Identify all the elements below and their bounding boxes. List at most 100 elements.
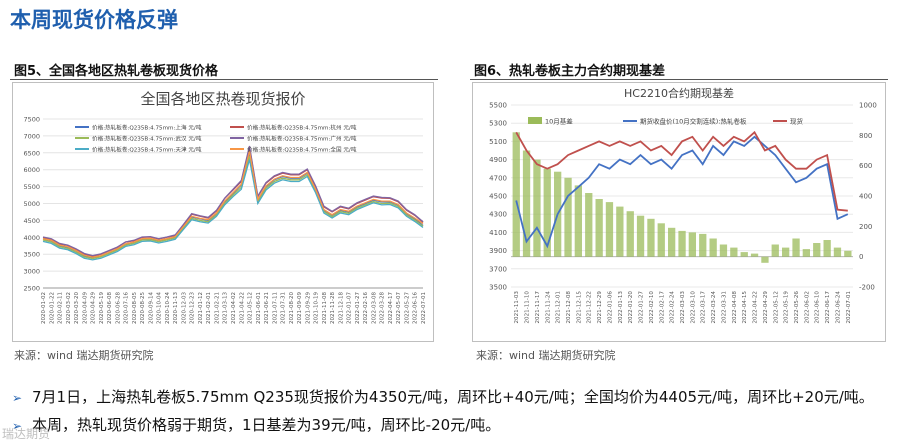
- x-tick-label: 2021-05-12: [248, 292, 254, 324]
- x-tick-label: 2022-01-27: [355, 292, 361, 324]
- x-tick-label: 2022-03-10: [690, 291, 696, 324]
- basis-bar: [668, 227, 676, 257]
- x-tick-label: 2022-06-02: [804, 291, 810, 324]
- x-tick-label: 2021-12-08: [566, 291, 572, 324]
- x-tick-label: 2022-01-27: [639, 291, 645, 324]
- legend-label: 价格:热轧板卷:Q235B:4.75mm:上海 元/吨: [92, 124, 202, 132]
- x-tick-label: 2022-04-29: [763, 291, 769, 324]
- x-tick-label: 2020-05-19: [99, 292, 105, 324]
- x-tick-label: 2022-04-17: [388, 292, 394, 324]
- y-right-tick-label: 0: [859, 253, 863, 261]
- basis-bar: [730, 247, 738, 257]
- basis-bar: [647, 218, 655, 257]
- basis-bar: [688, 232, 696, 257]
- x-tick-label: 2020-12-23: [190, 292, 196, 324]
- x-tick-label: 2021-07-31: [281, 292, 287, 324]
- x-tick-label: 2022-02-24: [670, 291, 676, 324]
- x-tick-label: 2021-12-29: [597, 291, 603, 324]
- x-tick-label: 2022-03-24: [711, 291, 717, 324]
- x-tick-label: 2021-03-13: [223, 292, 229, 324]
- x-tick-label: 2022-06-24: [835, 291, 841, 324]
- x-tick-label: 2020-04-09: [82, 292, 88, 324]
- basis-bar: [802, 249, 810, 257]
- x-tick-label: 2021-12-15: [576, 291, 582, 324]
- basis-chart-box: HC2210合约期现基差 3500 3700 3900 4100 4300 4500 4700…: [472, 82, 886, 342]
- basis-bar: [699, 233, 707, 257]
- x-tick-label: 2021-04-02: [231, 292, 237, 324]
- y-left-tick-label: 4500: [489, 193, 507, 201]
- x-tick-label: 2021-10-19: [314, 292, 320, 324]
- y-left-tick-label: 4300: [489, 211, 507, 219]
- legend-label: 价格:热轧板卷:Q235B:4.75mm:武汉 元/吨: [92, 135, 202, 143]
- basis-bar: [761, 256, 769, 263]
- x-tick-label: 2021-11-10: [525, 291, 531, 324]
- y-tick-label: 5000: [23, 200, 40, 208]
- left-chart-source: 来源：wind 瑞达期货研究院: [14, 349, 154, 362]
- y-right-tick-label: 400: [859, 193, 872, 201]
- basis-bar: [522, 150, 531, 257]
- basis-bar: [771, 244, 779, 257]
- legend-label: 价格:热轧板卷:Q235B:4.75mm:广州 元/吨: [247, 135, 357, 143]
- x-tick-label: 2021-02-01: [206, 292, 212, 324]
- x-tick-label: 2021-06-01: [256, 292, 262, 324]
- y-left-tick-label: 3500: [489, 284, 507, 292]
- legend-label: 价格:热轧板卷:Q235B:4.75mm:天津 元/吨: [92, 146, 202, 154]
- x-tick-label: 2022-05-26: [794, 291, 800, 324]
- y-tick-label: 6000: [23, 166, 40, 174]
- x-tick-label: 2021-04-22: [239, 292, 245, 324]
- x-tick-label: 2022-06-10: [815, 291, 821, 324]
- x-tick-label: 2021-07-11: [272, 292, 278, 324]
- series-line: [42, 145, 424, 257]
- chart-title: HC2210合约期现基差: [624, 86, 734, 100]
- x-tick-label: 2022-03-31: [721, 291, 727, 324]
- y-tick-label: 3000: [23, 268, 40, 276]
- basis-bar: [616, 206, 624, 257]
- x-tick-label: 2021-08-20: [289, 292, 295, 324]
- x-tick-label: 2022-05-19: [784, 291, 790, 324]
- x-tick-label: 2022-01-13: [618, 291, 624, 324]
- x-tick-label: 2020-12-03: [181, 292, 187, 324]
- right-chart-source: 来源：wind 瑞达期货研究院: [476, 349, 616, 362]
- legend-swatch: [528, 117, 542, 124]
- x-tick-label: 2021-12-01: [556, 291, 562, 324]
- x-tick-label: 2020-08-25: [140, 292, 146, 324]
- x-tick-label: 2021-11-03: [514, 291, 520, 324]
- x-tick-label: 2021-11-17: [535, 291, 541, 324]
- series-line: [42, 159, 424, 261]
- y-right-tick-label: -200: [859, 284, 875, 292]
- right-chart-caption: 图6、热轧卷板主力合约期现基差: [474, 64, 666, 79]
- x-tick-label: 2020-09-14: [148, 292, 154, 324]
- basis-bar: [750, 253, 759, 257]
- series-line: [42, 156, 424, 260]
- bullet-text-1: 7月1日，上海热轧卷板5.75mm Q235现货报价为4350元/吨，周环比+4…: [32, 388, 874, 406]
- x-tick-label: 2022-03-17: [701, 291, 707, 324]
- basis-bar: [543, 168, 551, 257]
- x-tick-label: 2022-03-08: [371, 292, 377, 324]
- x-tick-label: 2021-09-29: [305, 292, 311, 324]
- legend-label: 价格:热轧板卷:Q235B:4.75mm:杭州 元/吨: [247, 124, 357, 132]
- basis-bar: [813, 243, 821, 257]
- basis-bar: [512, 132, 520, 257]
- legend-label: 价格:热轧板卷:Q235B:4.75mm:全国 元/吨: [247, 146, 357, 154]
- basis-bar: [709, 238, 717, 257]
- basis-chart: HC2210合约期现基差 3500 3700 3900 4100 4300 4500 4700…: [489, 86, 877, 324]
- basis-bar: [782, 247, 790, 257]
- x-tick-label: 2020-10-04: [157, 292, 163, 324]
- y-right-tick-label: 800: [859, 132, 872, 140]
- basis-bar: [678, 230, 686, 257]
- legend-label: 现货: [790, 117, 804, 126]
- basis-bar: [564, 177, 572, 257]
- x-tick-label: 2020-02-11: [58, 292, 64, 324]
- basis-bar: [585, 193, 593, 257]
- legend-label: 10月基差: [545, 117, 573, 126]
- x-tick-label: 2022-06-16: [413, 292, 419, 324]
- left-caption-rule: [10, 79, 438, 80]
- x-tick-label: 2021-09-09: [297, 292, 303, 324]
- y-left-tick-label: 4900: [489, 156, 507, 164]
- x-tick-label: 2020-08-05: [132, 292, 138, 324]
- right-caption-rule: [470, 79, 888, 80]
- y-right-tick-label: 1000: [859, 102, 877, 110]
- x-tick-label: 2022-03-28: [380, 292, 386, 324]
- x-tick-label: 2022-05-07: [396, 292, 402, 324]
- series-line: [515, 130, 848, 212]
